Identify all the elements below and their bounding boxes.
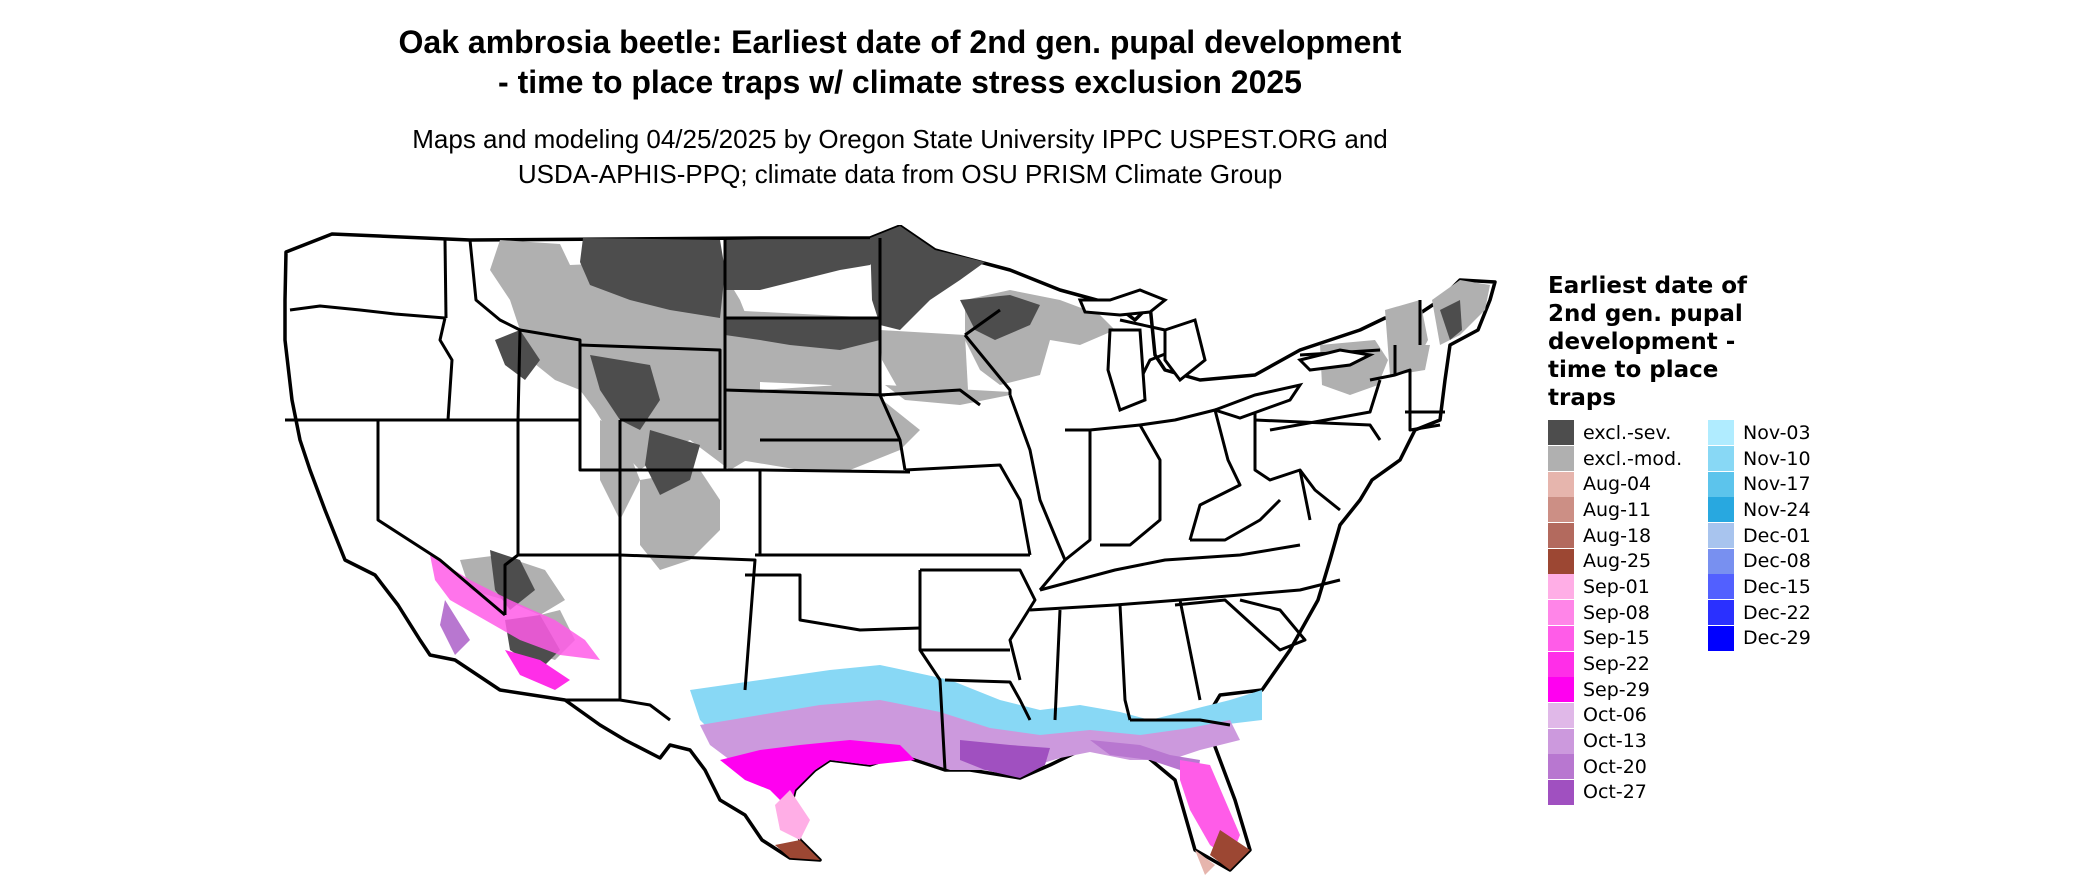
legend-item: Oct-27	[1548, 779, 1708, 806]
legend-label: Oct-06	[1583, 704, 1647, 727]
us-map-svg	[283, 225, 1497, 875]
legend-item: Sep-15	[1548, 625, 1708, 652]
legend-column-1: excl.-sev. excl.-mod. Aug-04 Aug-11 Aug-18 Au…	[1548, 420, 1708, 805]
subtitle-line-2: USDA-APHIS-PPQ; climate data from OSU PR…	[517, 159, 1283, 189]
legend-item: Dec-29	[1708, 625, 1868, 652]
legend-swatch	[1548, 574, 1574, 600]
legend-swatch	[1548, 779, 1574, 805]
map-subtitle: Maps and modeling 04/25/2025 by Oregon S…	[0, 122, 1800, 192]
legend-swatch	[1548, 446, 1574, 472]
legend-label: Dec-15	[1743, 575, 1811, 598]
legend-swatch	[1708, 523, 1734, 549]
legend-swatch	[1708, 446, 1734, 472]
legend-label: Aug-18	[1583, 524, 1652, 547]
legend-label: Sep-15	[1583, 627, 1650, 650]
moderate-exclusion-areas	[460, 240, 1490, 660]
map-legend: Earliest date of 2nd gen. pupal developm…	[1548, 272, 2068, 805]
legend-item: Dec-01	[1708, 523, 1868, 549]
severe-exclusion-areas	[490, 226, 1462, 670]
legend-swatch	[1548, 523, 1574, 549]
legend-swatch	[1708, 548, 1734, 574]
legend-swatch	[1708, 574, 1734, 600]
legend-swatch	[1548, 471, 1574, 497]
legend-item: excl.-mod.	[1548, 446, 1708, 472]
legend-item: Oct-06	[1548, 702, 1708, 729]
legend-label: excl.-sev.	[1583, 421, 1672, 444]
legend-swatch	[1548, 728, 1574, 754]
subtitle-line-1: Maps and modeling 04/25/2025 by Oregon S…	[412, 124, 1388, 154]
legend-label: Aug-11	[1583, 498, 1652, 521]
legend-item: Nov-10	[1708, 446, 1868, 472]
legend-item: Sep-29	[1548, 677, 1708, 703]
legend-label: Nov-03	[1743, 421, 1811, 444]
legend-label: Dec-08	[1743, 550, 1811, 573]
legend-swatch	[1708, 471, 1734, 497]
legend-swatch	[1548, 497, 1574, 523]
title-line-1: Oak ambrosia beetle: Earliest date of 2n…	[398, 24, 1402, 60]
legend-title: Earliest date of 2nd gen. pupal developm…	[1548, 273, 1748, 411]
legend-item: Aug-25	[1548, 548, 1708, 574]
legend-item: Dec-08	[1708, 548, 1868, 574]
legend-swatch	[1548, 625, 1574, 651]
legend-swatch	[1548, 754, 1574, 780]
legend-label: Nov-17	[1743, 473, 1811, 496]
legend-label: Oct-20	[1583, 755, 1647, 778]
legend-swatch	[1548, 420, 1574, 446]
legend-item: Oct-20	[1548, 754, 1708, 780]
legend-item: Nov-17	[1708, 471, 1868, 497]
title-line-2: - time to place traps w/ climate stress …	[498, 64, 1302, 100]
legend-item: Aug-04	[1548, 471, 1708, 497]
legend-column-2: Nov-03 Nov-10 Nov-17 Nov-24 Dec-01 Dec-08 Dec-…	[1708, 420, 1868, 805]
legend-label: Nov-10	[1743, 447, 1811, 470]
legend-item: Aug-18	[1548, 523, 1708, 549]
map-title: Oak ambrosia beetle: Earliest date of 2n…	[0, 22, 1800, 102]
legend-label: Sep-01	[1583, 575, 1650, 598]
legend-swatch	[1708, 420, 1734, 446]
great-lakes	[1077, 288, 1375, 420]
legend-swatch	[1548, 651, 1574, 677]
legend-swatch	[1548, 677, 1574, 703]
legend-label: Dec-29	[1743, 627, 1811, 650]
legend-item: excl.-sev.	[1548, 420, 1708, 446]
legend-label: Sep-08	[1583, 601, 1650, 624]
legend-columns: excl.-sev. excl.-mod. Aug-04 Aug-11 Aug-18 Au…	[1548, 420, 2068, 805]
legend-label: Nov-24	[1743, 498, 1811, 521]
legend-item: Nov-03	[1708, 420, 1868, 446]
legend-swatch	[1548, 702, 1574, 728]
legend-label: Sep-22	[1583, 653, 1650, 676]
us-map	[270, 225, 1520, 895]
legend-label: Oct-13	[1583, 730, 1647, 753]
legend-label: Sep-29	[1583, 678, 1650, 701]
gulf-development-band	[690, 665, 1262, 875]
legend-swatch	[1708, 625, 1734, 651]
legend-swatch	[1708, 600, 1734, 626]
legend-label: Dec-01	[1743, 524, 1811, 547]
legend-label: Aug-04	[1583, 473, 1652, 496]
legend-swatch	[1708, 497, 1734, 523]
legend-label: Aug-25	[1583, 550, 1652, 573]
legend-item: Sep-08	[1548, 600, 1708, 626]
legend-label: Oct-27	[1583, 781, 1647, 804]
legend-swatch	[1548, 600, 1574, 626]
legend-item: Dec-22	[1708, 600, 1868, 626]
southwest-development-band	[430, 555, 600, 690]
legend-label: Dec-22	[1743, 601, 1811, 624]
legend-item: Sep-01	[1548, 574, 1708, 600]
legend-item: Nov-24	[1708, 497, 1868, 523]
legend-item: Aug-11	[1548, 497, 1708, 523]
legend-item: Oct-13	[1548, 728, 1708, 754]
state-boundaries	[285, 238, 1445, 771]
legend-swatch	[1548, 548, 1574, 574]
legend-item: Dec-15	[1708, 574, 1868, 600]
legend-item: Sep-22	[1548, 651, 1708, 677]
legend-label: excl.-mod.	[1583, 447, 1683, 470]
